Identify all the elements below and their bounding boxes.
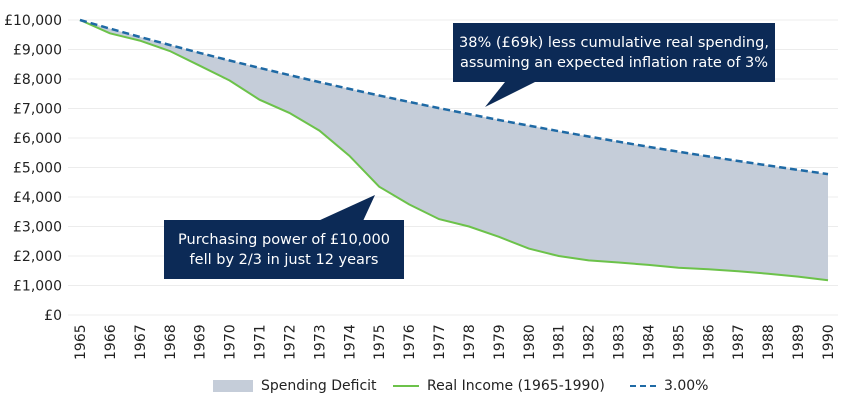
x-axis: 1965 1966 1967 1968 1969 1970 1971 1972 1973 1974… — [73, 324, 837, 360]
callout-top-line1: 38% (£69k) less cumulative real spending… — [459, 34, 769, 51]
legend-item-income: Real Income (1965-1990) — [393, 378, 605, 394]
x-tick-label: 1984 — [641, 324, 657, 360]
callout-bottom-line2: fell by 2/3 in just 12 years — [189, 251, 379, 268]
x-tick-label: 1990 — [821, 324, 837, 360]
x-tick-label: 1987 — [731, 324, 747, 360]
y-tick-label: £8,000 — [13, 72, 62, 88]
x-tick-label: 1968 — [163, 324, 179, 360]
callout-top-pointer — [485, 82, 535, 107]
x-tick-label: 1965 — [73, 324, 89, 360]
y-tick-label: £10,000 — [4, 13, 62, 29]
x-tick-label: 1988 — [761, 324, 777, 360]
x-tick-label: 1974 — [342, 324, 358, 360]
y-tick-label: £6,000 — [13, 131, 62, 147]
legend-label-rate: 3.00% — [664, 378, 709, 394]
x-tick-label: 1989 — [791, 324, 807, 360]
callout-bottom-pointer — [318, 195, 375, 221]
legend-swatch-income — [393, 385, 419, 387]
x-tick-label: 1973 — [312, 324, 328, 360]
y-tick-label: £5,000 — [13, 161, 62, 177]
x-tick-label: 1971 — [253, 324, 269, 360]
y-tick-label: £7,000 — [13, 102, 62, 118]
callout-purchasing-power: Purchasing power of £10,000 fell by 2/3 … — [164, 220, 404, 279]
x-tick-label: 1978 — [462, 324, 478, 360]
spending-deficit-area — [80, 20, 828, 281]
y-axis: £0 £1,000 £2,000 £3,000 £4,000 £5,000 £6,000 £7… — [4, 13, 62, 324]
x-tick-label: 1983 — [612, 324, 628, 360]
inflation-3pct-line — [79, 18, 829, 176]
x-tick-label: 1976 — [402, 324, 418, 360]
y-tick-label: £1,000 — [13, 279, 62, 295]
callout-top-line2: assuming an expected inflation rate of 3… — [459, 54, 769, 71]
x-tick-label: 1980 — [522, 324, 538, 360]
y-tick-label: £2,000 — [13, 249, 62, 265]
x-tick-label: 1982 — [582, 324, 598, 360]
x-tick-label: 1977 — [432, 324, 448, 360]
callout-cumulative-spending: 38% (£69k) less cumulative real spending… — [453, 23, 775, 82]
legend-label-deficit: Spending Deficit — [261, 378, 377, 394]
x-tick-label: 1969 — [193, 324, 209, 360]
y-tick-label: £9,000 — [13, 43, 62, 59]
x-tick-label: 1986 — [701, 324, 717, 360]
legend-item-rate: 3.00% — [630, 378, 708, 394]
legend-item-deficit: Spending Deficit — [213, 378, 377, 394]
callout-bottom-line1: Purchasing power of £10,000 — [178, 231, 390, 248]
y-tick-label: £0 — [44, 308, 62, 324]
x-tick-label: 1975 — [372, 324, 388, 360]
y-tick-label: £4,000 — [13, 190, 62, 206]
y-tick-label: £3,000 — [13, 220, 62, 236]
legend-swatch-rate — [630, 385, 656, 387]
x-tick-label: 1979 — [492, 324, 508, 360]
x-tick-label: 1970 — [223, 324, 239, 360]
x-tick-label: 1981 — [552, 324, 568, 360]
legend-swatch-deficit — [213, 380, 253, 392]
x-tick-label: 1967 — [133, 324, 149, 360]
real-income-line — [79, 19, 829, 282]
x-tick-label: 1966 — [103, 324, 119, 360]
x-tick-label: 1985 — [671, 324, 687, 360]
legend-label-income: Real Income (1965-1990) — [427, 378, 605, 394]
x-tick-label: 1972 — [282, 324, 298, 360]
